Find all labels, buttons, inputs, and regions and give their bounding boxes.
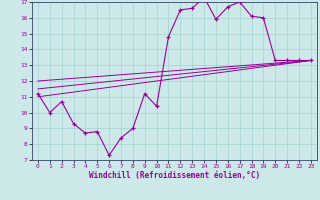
X-axis label: Windchill (Refroidissement éolien,°C): Windchill (Refroidissement éolien,°C) [89, 171, 260, 180]
